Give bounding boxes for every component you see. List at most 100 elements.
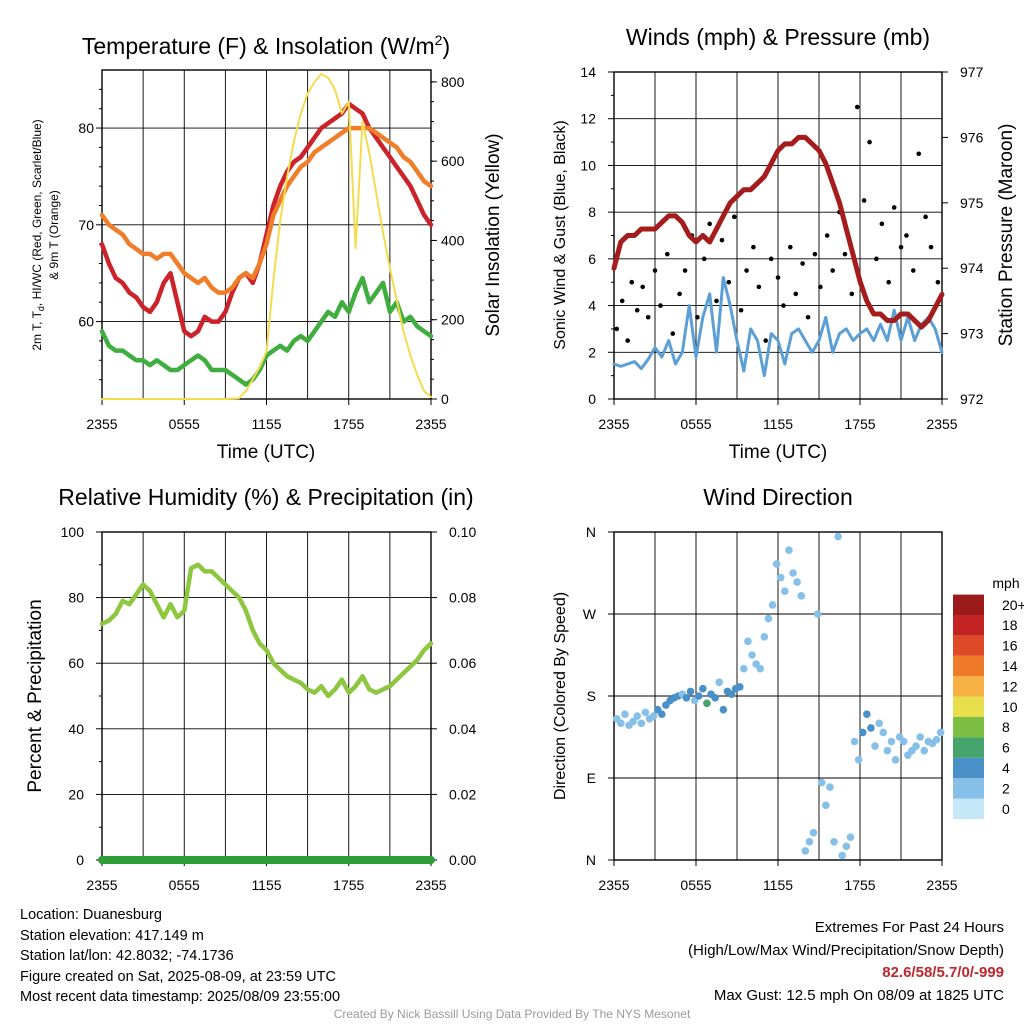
dir-point bbox=[727, 690, 736, 698]
dir-legend-label: 8 bbox=[1002, 719, 1010, 735]
wind-gust-point bbox=[714, 298, 719, 304]
wind-gust-point bbox=[781, 303, 786, 308]
wind-y2tick-label: 975 bbox=[960, 195, 984, 211]
temp-ytick-label: 60 bbox=[78, 314, 94, 330]
wind-ytick-label: 4 bbox=[588, 298, 596, 314]
dir-point bbox=[789, 569, 797, 577]
wind-gust-point bbox=[886, 279, 891, 285]
dir-point bbox=[719, 705, 728, 714]
dir-point bbox=[879, 728, 888, 737]
dir-point bbox=[817, 778, 826, 787]
dir-point bbox=[834, 532, 842, 541]
dir-point bbox=[637, 719, 646, 728]
wind-gust-point bbox=[800, 261, 805, 266]
rh-xtick-label: 1155 bbox=[251, 877, 281, 893]
dir-point bbox=[686, 687, 695, 696]
dir-point bbox=[801, 847, 810, 855]
dir-legend-label: 12 bbox=[1002, 678, 1018, 694]
dir-legend-title: mph bbox=[992, 575, 1019, 591]
rh-y2tick-label: 0.00 bbox=[449, 852, 476, 868]
dir-xtick-label: 2355 bbox=[598, 877, 629, 893]
temp-xtick-label: 2355 bbox=[415, 416, 446, 432]
dir-point bbox=[797, 591, 806, 600]
wind-y2tick-label: 974 bbox=[960, 260, 984, 276]
wind-gust-point bbox=[695, 314, 700, 320]
wind-gust-point bbox=[867, 139, 872, 145]
wind-gust-point bbox=[629, 279, 635, 285]
wind-y2tick-label: 972 bbox=[960, 391, 984, 407]
wind-xtick-label: 0555 bbox=[680, 416, 711, 432]
wind-y2tick-label: 977 bbox=[960, 64, 984, 80]
wind-gust-point bbox=[830, 268, 835, 273]
dir-point bbox=[785, 546, 793, 555]
temp-xtick-label: 2355 bbox=[86, 416, 117, 432]
dir-legend-swatch bbox=[953, 696, 984, 717]
dir-point bbox=[764, 614, 773, 623]
wind-xtick-label: 2355 bbox=[598, 416, 629, 432]
wind-series-sonic bbox=[612, 276, 944, 378]
wind-gust-point bbox=[842, 251, 848, 257]
wind-gust-point bbox=[619, 298, 625, 304]
dir-legend-label: 20+ bbox=[1002, 597, 1024, 613]
temp-xtick-label: 1755 bbox=[333, 416, 364, 432]
figure-created: Figure created on Sat, 2025-08-09, at 23… bbox=[20, 968, 336, 985]
wind-series-pressure bbox=[611, 134, 945, 330]
temp-y2tick-label: 800 bbox=[441, 74, 465, 90]
wind-xtick-label: 1155 bbox=[763, 416, 793, 432]
rh-grid bbox=[101, 532, 432, 860]
dir-point bbox=[826, 783, 834, 791]
dir-ytick-label: N bbox=[586, 524, 596, 540]
wind-gust-point bbox=[756, 284, 762, 290]
dir-point bbox=[842, 842, 851, 851]
dir-point bbox=[846, 833, 855, 842]
rh-ylabel: Percent & Precipitation bbox=[25, 599, 46, 792]
temp-ytick-label: 80 bbox=[78, 120, 94, 136]
rh-ytick-label: 40 bbox=[68, 721, 84, 737]
wind-gust-point bbox=[898, 244, 904, 250]
dir-legend-swatch bbox=[953, 635, 984, 656]
rh-ytick-label: 60 bbox=[68, 655, 84, 671]
rh-y2tick-label: 0.04 bbox=[449, 721, 476, 737]
rh-title: Relative Humidity (%) & Precipitation (i… bbox=[58, 484, 473, 510]
wind-gust-point bbox=[677, 291, 682, 297]
wind-ytick-label: 0 bbox=[588, 391, 596, 407]
wind-gust-point bbox=[738, 307, 744, 313]
dir-point bbox=[793, 578, 801, 586]
dir-legend-swatch bbox=[953, 757, 984, 779]
wind-gust-point bbox=[731, 214, 737, 220]
temp-y2tick-label: 400 bbox=[441, 232, 465, 248]
dir-point bbox=[850, 737, 859, 746]
dir-legend-label: 2 bbox=[1002, 780, 1010, 796]
wind-gust-point bbox=[744, 268, 749, 273]
dir-point bbox=[744, 637, 752, 646]
wind-gust-point bbox=[763, 338, 768, 343]
dir-ytick-label: W bbox=[583, 606, 597, 622]
dir-point bbox=[891, 755, 900, 764]
wind-gust-point bbox=[916, 151, 922, 157]
wind-gust-point bbox=[645, 314, 651, 320]
wind-gust-point bbox=[812, 251, 818, 257]
dir-legend-label: 14 bbox=[1002, 658, 1018, 674]
dir-point bbox=[936, 728, 945, 737]
dir-point bbox=[858, 728, 867, 737]
rh-xtick-label: 2355 bbox=[415, 877, 446, 893]
temp-xtick-label: 0555 bbox=[169, 416, 200, 432]
wind-gust-point bbox=[640, 284, 645, 290]
dir-ytick-label: E bbox=[587, 770, 596, 786]
dir-point bbox=[641, 708, 650, 717]
dir-point bbox=[887, 737, 896, 746]
temp-ylabel-line2: & 9m T (Orange) bbox=[47, 190, 61, 280]
wind-gust-point bbox=[904, 233, 909, 238]
rh-y2tick-label: 0.10 bbox=[449, 524, 476, 540]
dir-point bbox=[875, 719, 883, 728]
dir-point bbox=[883, 746, 892, 755]
dir-point bbox=[932, 735, 941, 744]
rh-ytick-label: 100 bbox=[61, 524, 85, 540]
wind-gust-point bbox=[726, 279, 732, 285]
dir-legend-label: 16 bbox=[1002, 638, 1018, 654]
dir-legend-swatch bbox=[953, 594, 984, 615]
dir-legend-swatch bbox=[953, 655, 984, 677]
dir-legend-label: 4 bbox=[1002, 760, 1010, 776]
dir-point bbox=[863, 710, 871, 719]
dir-point bbox=[871, 742, 879, 750]
